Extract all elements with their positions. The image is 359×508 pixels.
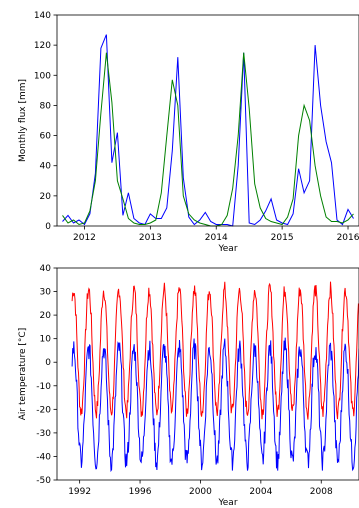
x-tick-label: 2013 — [139, 233, 162, 243]
x-axis-label: Year — [217, 244, 237, 254]
series-line-green — [62, 52, 354, 227]
x-tick-label: 1992 — [68, 487, 91, 497]
y-tick-label: 20 — [40, 192, 52, 202]
series-line-red — [71, 281, 359, 420]
y-axis-label: Monthly flux [mm] — [18, 79, 28, 162]
x-axis-label: Year — [217, 498, 237, 508]
y-tick-label: 30 — [40, 288, 52, 298]
x-tick-label: 2016 — [337, 233, 359, 243]
x-tick-label: 2000 — [189, 487, 212, 497]
y-tick-label: 0 — [45, 358, 51, 368]
y-tick-label: 40 — [40, 264, 52, 274]
x-tick-label: 2014 — [205, 233, 228, 243]
y-tick-label: -40 — [36, 452, 51, 462]
y-tick-label: 140 — [34, 11, 51, 21]
y-tick-label: 10 — [40, 335, 52, 345]
x-tick-label: 2012 — [73, 233, 96, 243]
axes-frame — [56, 14, 359, 227]
flux-panel: 0 20 40 60 80 100 120 140 2012 2013 2014 2015 2016 Ye… — [18, 11, 359, 254]
y-tick-label: 80 — [40, 101, 52, 111]
y-tick-label: 20 — [40, 311, 52, 321]
temperature-panel: -50 -40 -30 -20 -10 0 10 20 30 40 1992 1996 2000 2004… — [18, 264, 359, 508]
y-tick-label: -20 — [36, 405, 51, 415]
y-tick-label: -30 — [36, 429, 51, 439]
y-tick-label: 100 — [34, 71, 51, 81]
series-line-blue — [62, 34, 354, 227]
x-tick-label: 2008 — [310, 487, 333, 497]
y-tick-label: -10 — [36, 382, 51, 392]
y-tick-label: 0 — [45, 222, 51, 232]
x-tick-label: 2015 — [271, 233, 294, 243]
series-line-blue — [71, 337, 359, 473]
axes-frame — [56, 267, 359, 481]
x-tick-label: 1996 — [129, 487, 152, 497]
y-tick-label: 60 — [40, 132, 52, 142]
y-tick-label: 120 — [34, 41, 51, 51]
y-tick-label: -50 — [36, 476, 51, 486]
y-axis-label: Air temperature [°C] — [18, 328, 28, 420]
x-tick-label: 2004 — [249, 487, 272, 497]
y-tick-label: 40 — [40, 162, 52, 172]
